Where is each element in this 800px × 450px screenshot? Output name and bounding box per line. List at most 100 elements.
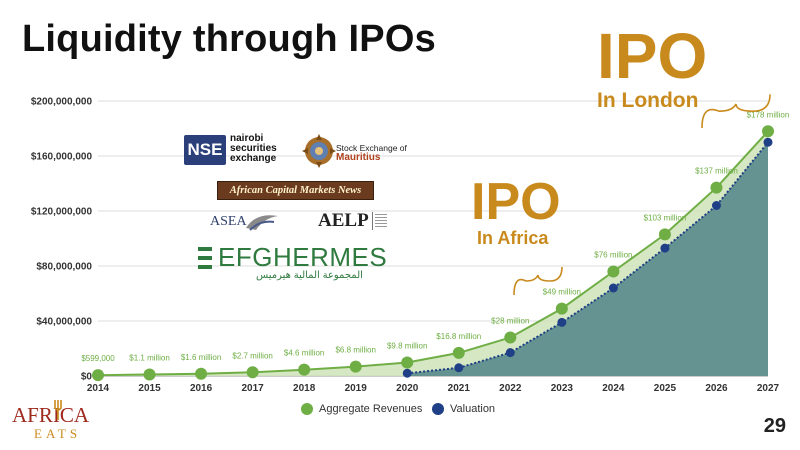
legend-valuation: Valuation bbox=[432, 403, 495, 415]
revenue-data-label: $1.1 million bbox=[129, 353, 169, 362]
legend-revenue-label: Aggregate Revenues bbox=[319, 403, 423, 415]
brand-top-text: AFRICA bbox=[12, 403, 90, 427]
legend-revenue-swatch bbox=[301, 403, 313, 415]
legend-revenue: Aggregate Revenues bbox=[301, 403, 422, 415]
valuation-point bbox=[505, 348, 515, 358]
y-tick-label: $120,000,000 bbox=[31, 207, 93, 218]
valuation-point bbox=[402, 368, 412, 378]
x-tick-label: 2018 bbox=[293, 383, 316, 394]
revenue-point bbox=[452, 346, 465, 359]
sem-logo: Stock Exchange of Mauritius bbox=[302, 133, 412, 173]
aelp-logo: AELP bbox=[318, 210, 390, 234]
x-tick-label: 2027 bbox=[757, 383, 780, 394]
x-tick-label: 2019 bbox=[345, 383, 368, 394]
africa-eats-mark: AFRICA EATS bbox=[12, 400, 90, 441]
ipo-africa-brace bbox=[513, 266, 563, 296]
asea-logo: ASEA bbox=[206, 208, 286, 236]
aelp-text: AELP bbox=[318, 210, 369, 231]
revenue-point bbox=[555, 302, 568, 315]
x-tick-label: 2023 bbox=[551, 383, 574, 394]
revenue-data-label: $137 million bbox=[695, 167, 738, 176]
slide-title: Liquidity through IPOs bbox=[22, 18, 436, 60]
valuation-area bbox=[407, 142, 768, 376]
nse-text-1: nairobi bbox=[230, 133, 264, 144]
legend-valuation-label: Valuation bbox=[450, 403, 496, 415]
revenue-point bbox=[246, 366, 259, 379]
ipo-africa-title: IPO bbox=[471, 173, 561, 231]
revenue-data-label: $6.8 million bbox=[335, 346, 375, 355]
efg-arabic-text: المجموعة المالية هيرميس bbox=[256, 270, 363, 281]
valuation-point bbox=[454, 363, 464, 373]
sem-emblem-icon bbox=[302, 134, 336, 168]
x-tick-label: 2025 bbox=[654, 383, 677, 394]
efg-text: EFGHERMES bbox=[218, 242, 388, 272]
efg-bars-icon bbox=[198, 247, 212, 269]
aelp-divider bbox=[372, 212, 373, 230]
revenue-data-label: $2.7 million bbox=[232, 351, 272, 360]
ipo-london-title: IPO bbox=[597, 20, 708, 92]
revenue-point bbox=[92, 369, 104, 382]
valuation-point bbox=[660, 243, 670, 253]
nse-text-3: exchange bbox=[230, 153, 277, 164]
x-tick-label: 2020 bbox=[396, 383, 419, 394]
x-tick-label: 2016 bbox=[190, 383, 213, 394]
efg-hermes-logo: EFGHERMES المجموعة المالية هيرميس bbox=[196, 242, 396, 281]
revenue-data-label: $49 million bbox=[543, 288, 581, 297]
ipo-braces bbox=[513, 94, 771, 296]
x-tick-label: 2017 bbox=[241, 383, 264, 394]
y-tick-label: $160,000,000 bbox=[31, 152, 93, 163]
nse-logo: NSE nairobi securities exchange bbox=[184, 133, 294, 173]
revenue-data-label: $28 million bbox=[491, 317, 529, 326]
x-tick-label: 2024 bbox=[602, 383, 625, 394]
revenue-point bbox=[658, 228, 671, 241]
chart-points bbox=[92, 125, 774, 382]
acmn-text: African Capital Markets News bbox=[229, 185, 362, 196]
ipo-london-brace bbox=[701, 94, 771, 129]
acmn-logo: African Capital Markets News bbox=[217, 181, 374, 200]
ipo-london-subtitle: In London bbox=[597, 89, 699, 112]
x-tick-label: 2022 bbox=[499, 383, 522, 394]
legend-valuation-swatch bbox=[432, 403, 444, 415]
nse-mark: NSE bbox=[184, 135, 226, 165]
valuation-point bbox=[711, 201, 721, 210]
revenue-point bbox=[762, 125, 774, 138]
sem-text-2: Mauritius bbox=[336, 152, 381, 163]
revenue-point bbox=[195, 367, 208, 380]
valuation-line bbox=[407, 141, 769, 375]
revenue-data-label: $1.6 million bbox=[181, 353, 221, 362]
revenue-line bbox=[97, 130, 769, 377]
y-axis-labels: $0 $40,000,000 $80,000,000 $120,000,000 $160… bbox=[31, 97, 93, 383]
aelp-fineprint bbox=[375, 214, 387, 228]
revenue-point bbox=[607, 265, 620, 278]
asea-text: ASEA bbox=[210, 214, 247, 229]
nse-text-2: securities bbox=[230, 143, 277, 154]
revenue-point bbox=[143, 368, 156, 381]
data-labels: $599,000 $1.1 million $1.6 million $2.7 mil… bbox=[81, 110, 789, 363]
ipo-africa-subtitle: In Africa bbox=[477, 228, 549, 248]
valuation-point bbox=[557, 317, 567, 327]
sem-text-1: Stock Exchange of bbox=[336, 143, 407, 153]
revenue-data-label: $178 million bbox=[747, 110, 790, 119]
brand-fork-icon bbox=[54, 400, 62, 420]
chart-areas bbox=[98, 131, 768, 376]
chart-lines bbox=[97, 130, 769, 377]
revenue-point bbox=[401, 356, 414, 369]
revenue-point bbox=[298, 363, 311, 376]
x-tick-label: 2026 bbox=[705, 383, 728, 394]
africa-eats-logo: AFRICA EATS bbox=[12, 398, 102, 442]
x-tick-label: 2021 bbox=[448, 383, 471, 394]
revenue-point bbox=[710, 181, 723, 194]
revenue-point bbox=[349, 360, 362, 373]
x-tick-label: 2014 bbox=[87, 383, 110, 394]
revenue-data-label: $4.6 million bbox=[284, 349, 324, 358]
revenue-data-label: $9.8 million bbox=[387, 342, 427, 351]
valuation-point bbox=[608, 283, 618, 293]
revenue-data-label: $16.8 million bbox=[436, 332, 481, 341]
revenue-data-label: $599,000 bbox=[81, 354, 115, 363]
y-tick-label: $0 bbox=[81, 372, 93, 383]
valuation-point bbox=[763, 137, 773, 147]
x-axis-labels: 2014 2015 2016 2017 2018 2019 2020 2021 2022 2023… bbox=[87, 383, 780, 394]
x-tick-label: 2015 bbox=[138, 383, 161, 394]
y-tick-label: $40,000,000 bbox=[36, 317, 92, 328]
y-tick-label: $200,000,000 bbox=[31, 97, 93, 108]
